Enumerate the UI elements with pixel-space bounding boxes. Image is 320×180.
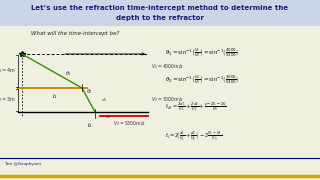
Text: Let’s use the refraction time-intercept method to determine the: Let’s use the refraction time-intercept … xyxy=(31,5,289,11)
Text: $I_1$: $I_1$ xyxy=(52,92,58,101)
Bar xyxy=(0,0,320,26)
Text: $V_1=4000m/s$: $V_1=4000m/s$ xyxy=(151,63,184,71)
Text: $\theta_1$: $\theta_1$ xyxy=(65,69,71,78)
Text: $V_2=3000m/s$: $V_2=3000m/s$ xyxy=(151,96,184,104)
Text: $V_3=5300m/s$: $V_3=5300m/s$ xyxy=(113,120,146,128)
Text: $t_{c2} = \frac{2d_1}{V_1} + \frac{2d_2}{V_2} + \frac{x-2l_1-2l_2}{V_3}$: $t_{c2} = \frac{2d_1}{V_1} + \frac{2d_2}… xyxy=(165,101,227,113)
Text: $h_1=4m$: $h_1=4m$ xyxy=(0,67,16,75)
Text: depth to the refractor: depth to the refractor xyxy=(116,15,204,21)
Text: $\theta_1 = \sin^{-1}\!\left(\frac{V_1}{V_3}\right) = \sin^{-1}\!\left(\frac{400: $\theta_1 = \sin^{-1}\!\left(\frac{V_1}{… xyxy=(165,46,239,60)
Text: $t_i = 2\!\left(\frac{d_1}{V_1}+\frac{d_2}{V_2}\right) - 2\frac{(l_1+l_2)}{V_3}$: $t_i = 2\!\left(\frac{d_1}{V_1}+\frac{d_… xyxy=(165,129,222,143)
Text: $\theta_2 = \sin^{-1}\!\left(\frac{V_2}{V_3}\right) = \sin^{-1}\!\left(\frac{300: $\theta_2 = \sin^{-1}\!\left(\frac{V_2}{… xyxy=(165,73,239,87)
Text: $\theta_2$: $\theta_2$ xyxy=(86,87,92,96)
Text: $d_1$: $d_1$ xyxy=(101,96,108,104)
Text: What will the time-intercept be?: What will the time-intercept be? xyxy=(31,31,119,37)
Text: Tom @Geophysics: Tom @Geophysics xyxy=(4,162,41,166)
Text: $d_2$: $d_2$ xyxy=(105,113,111,121)
Text: $I_2$: $I_2$ xyxy=(87,121,93,130)
Text: $h_2=3m$: $h_2=3m$ xyxy=(0,96,16,104)
